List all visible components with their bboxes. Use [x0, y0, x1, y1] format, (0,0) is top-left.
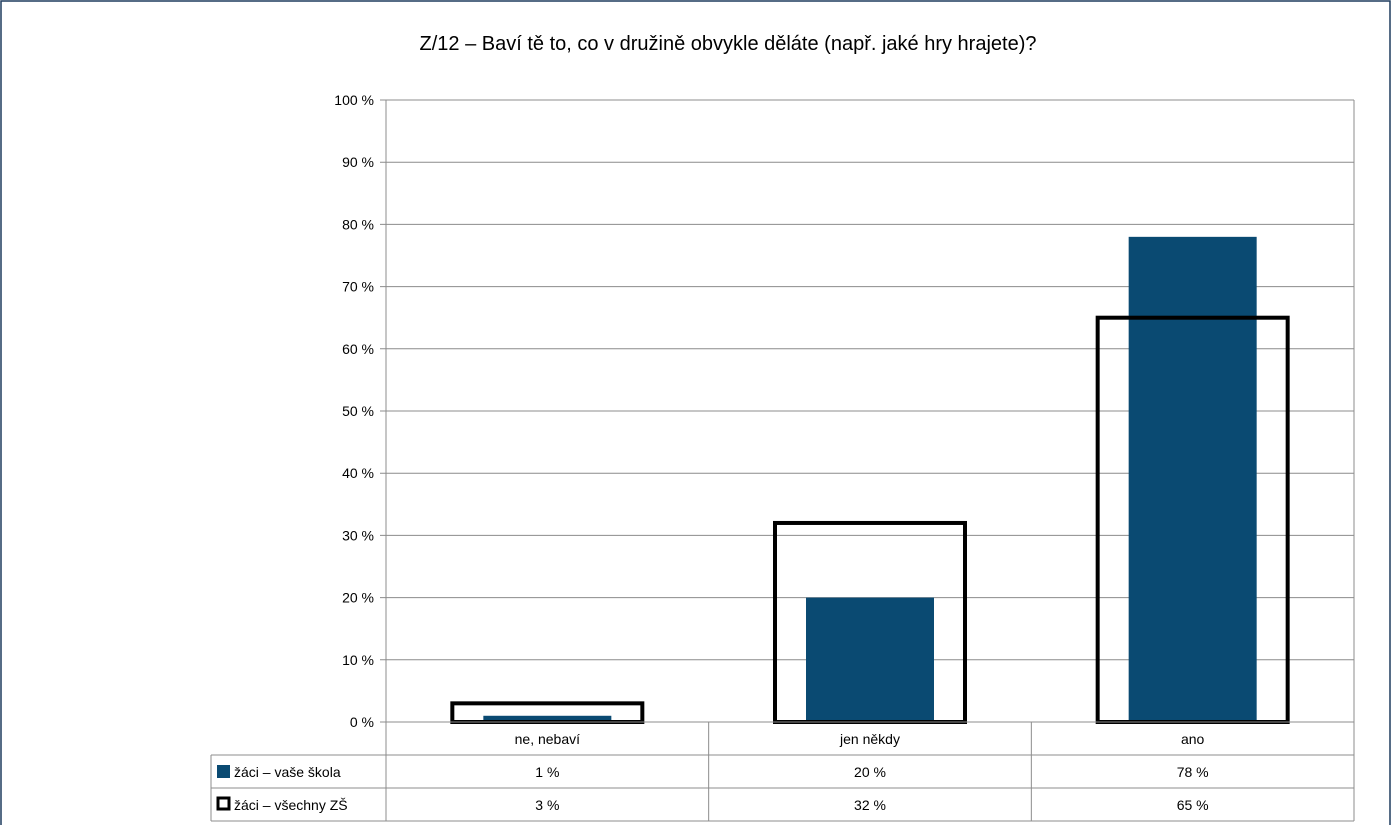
y-tick-label: 50 % [342, 403, 374, 419]
y-tick-label: 10 % [342, 652, 374, 668]
y-tick-label: 20 % [342, 590, 374, 606]
y-tick-label: 0 % [350, 714, 374, 730]
y-tick-label: 30 % [342, 527, 374, 543]
bar-vase-skola [1128, 236, 1257, 722]
legend-key-vase-skola [217, 765, 230, 778]
chart-title: Z/12 – Baví tě to, co v družině obvykle … [420, 33, 1037, 55]
x-tick-label: ano [1181, 731, 1205, 747]
y-tick-label: 100 % [334, 92, 374, 108]
y-tick-label: 90 % [342, 154, 374, 170]
y-tick-label: 70 % [342, 279, 374, 295]
data-label: 32 % [854, 797, 886, 813]
x-tick-label: jen někdy [839, 731, 900, 747]
legend-label: žáci – vaše škola [234, 764, 341, 780]
y-tick-label: 60 % [342, 341, 374, 357]
y-tick-label: 80 % [342, 216, 374, 232]
legend-key-vsechny-zs [216, 796, 231, 811]
bar-vase-skola [483, 715, 612, 722]
y-tick-label: 40 % [342, 465, 374, 481]
data-label: 1 % [535, 764, 559, 780]
data-label: 65 % [1177, 797, 1209, 813]
x-tick-label: ne, nebaví [515, 731, 580, 747]
data-label: 78 % [1177, 764, 1209, 780]
legend-label: žáci – všechny ZŠ [234, 797, 348, 813]
bar-vase-skola [806, 597, 934, 722]
data-label: 20 % [854, 764, 886, 780]
data-label: 3 % [535, 797, 559, 813]
